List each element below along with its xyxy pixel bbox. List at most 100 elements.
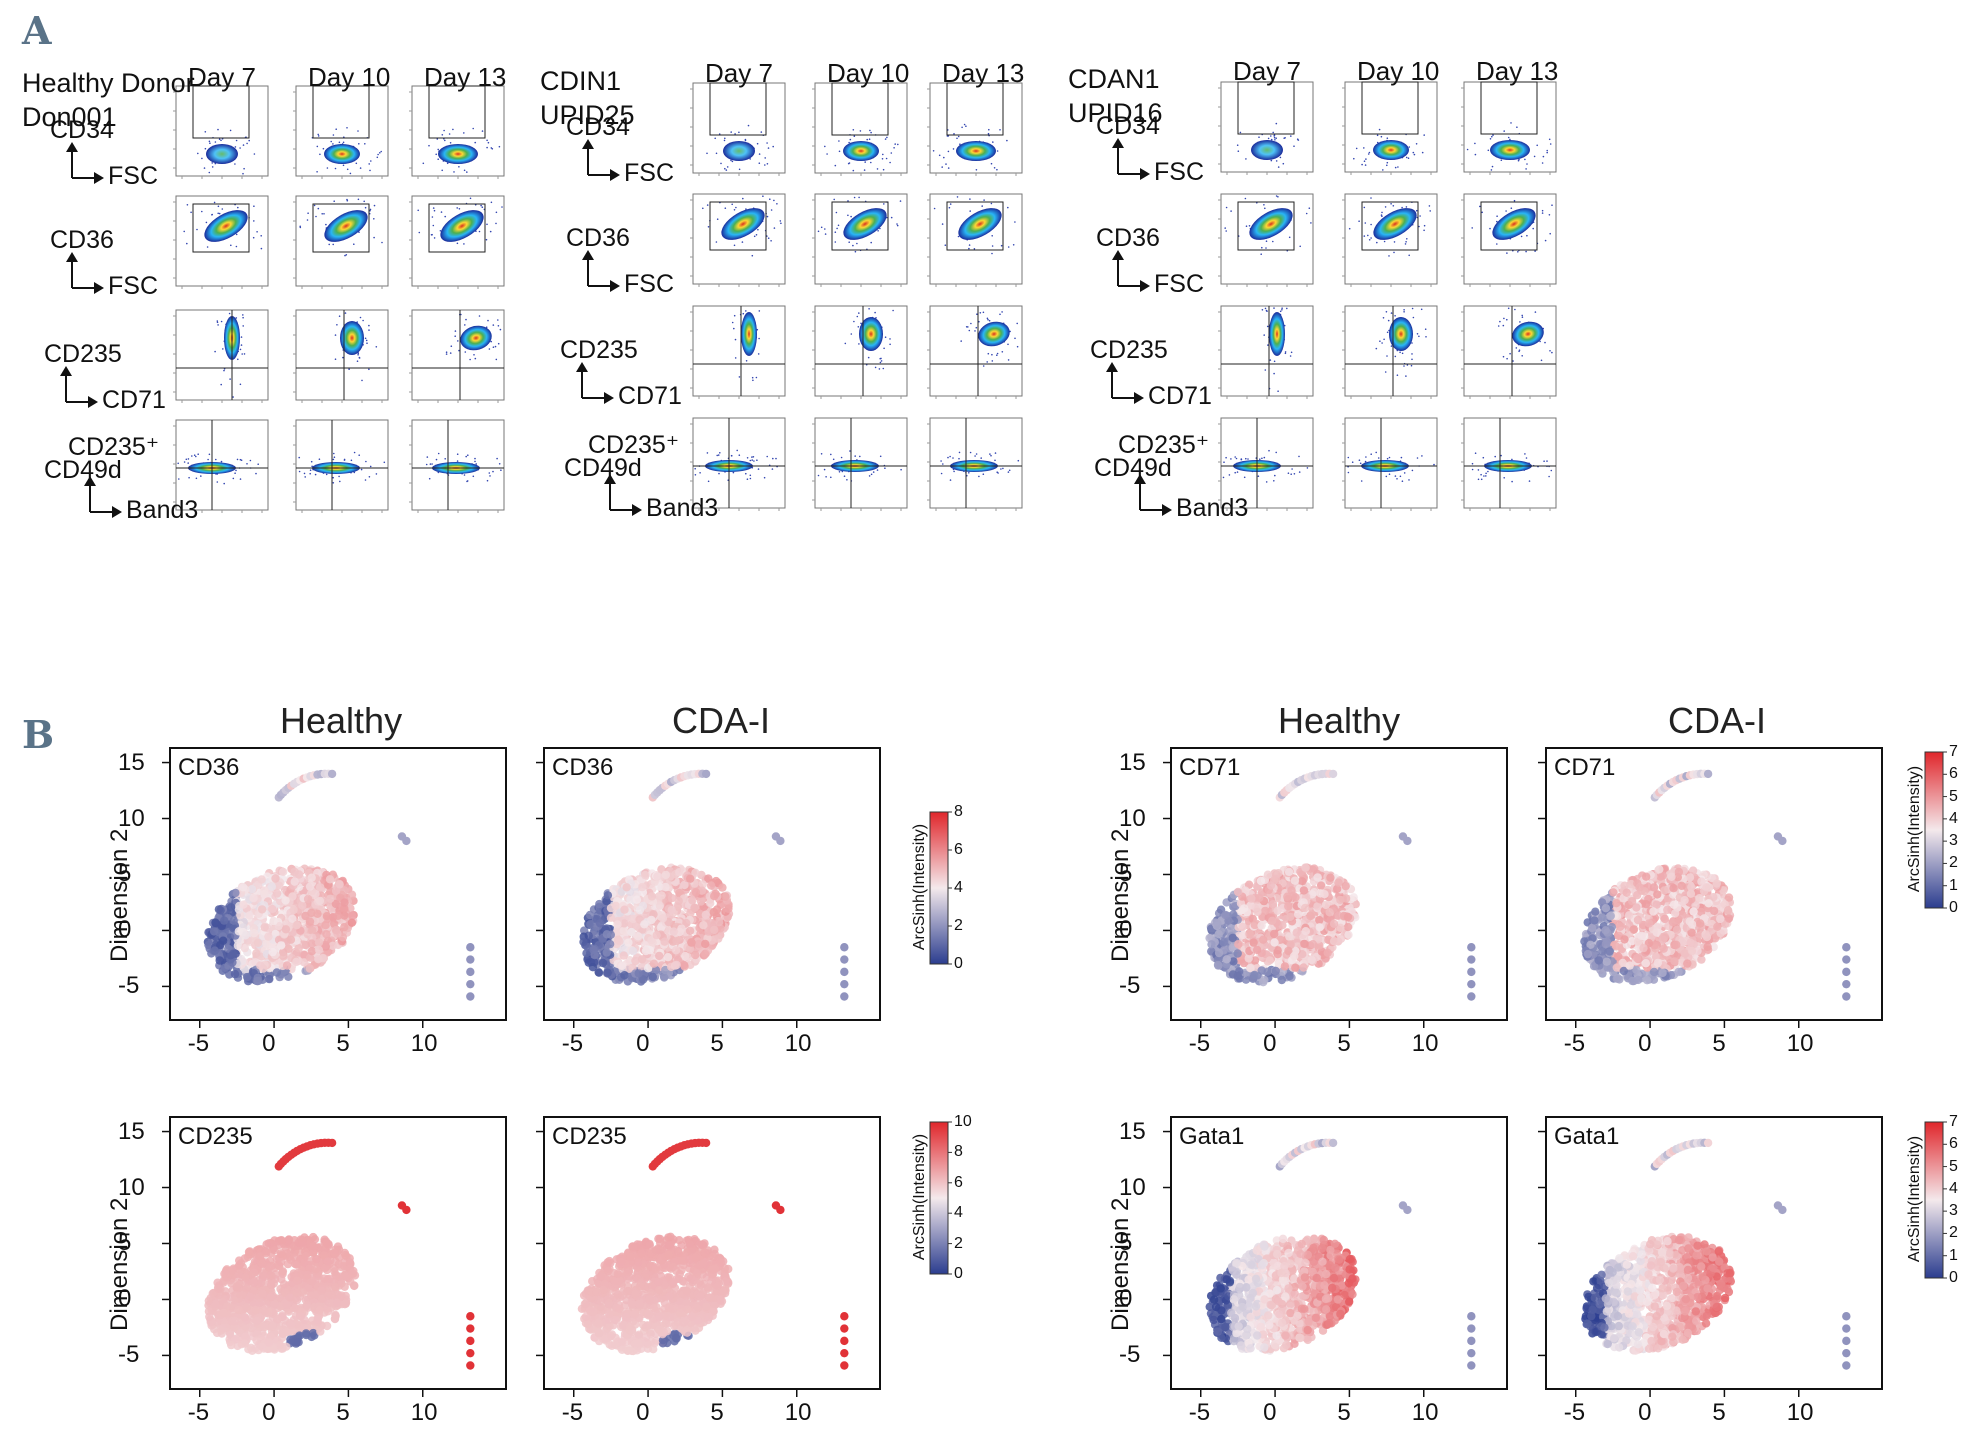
flow-event [1385, 311, 1388, 313]
flow-event [1411, 353, 1413, 355]
arrow-head-y [66, 142, 78, 152]
umap-point [215, 956, 224, 965]
flow-event [1388, 255, 1390, 257]
flow-event [246, 142, 248, 145]
flow-density [1490, 140, 1530, 160]
umap-point [613, 920, 622, 929]
umap-point [257, 905, 267, 914]
flow-event [342, 164, 345, 167]
flow-event [883, 347, 885, 350]
flow-event [204, 131, 207, 133]
flow-event [213, 201, 216, 204]
flow-event [463, 243, 465, 245]
umap-point [257, 875, 266, 884]
flow-event [1224, 227, 1226, 229]
flow-event [428, 144, 430, 147]
flow-event [767, 237, 770, 239]
umap-point [687, 938, 696, 947]
flow-event [1394, 355, 1397, 358]
flow-event [1006, 139, 1008, 142]
umap-point [268, 947, 277, 957]
flow-event [1408, 479, 1410, 481]
arrow-head-y [582, 139, 594, 149]
flow-event [893, 147, 895, 149]
flow-event [368, 324, 370, 327]
flow-event [996, 168, 998, 171]
flow-event [1388, 456, 1391, 459]
flow-event [876, 469, 879, 471]
flow-event [834, 231, 837, 233]
flow-event [715, 152, 718, 155]
flow-event [322, 147, 325, 150]
flow-event [1541, 162, 1544, 164]
flow-event [1261, 246, 1263, 249]
flow-event [1403, 309, 1405, 311]
flow-event [463, 132, 465, 134]
flow-event [965, 125, 967, 127]
flow-event [215, 458, 217, 461]
flow-density [721, 208, 765, 240]
flow-event [1282, 162, 1285, 165]
flow-event [994, 459, 996, 462]
flow-event [373, 236, 375, 239]
flow-event [1007, 246, 1010, 248]
flow-event [441, 134, 444, 136]
flow-event [186, 242, 188, 245]
flow-event [1273, 360, 1276, 363]
umap-point [685, 926, 695, 935]
umap-point [1298, 877, 1307, 886]
flow-event [1358, 459, 1361, 462]
flow-event [846, 479, 848, 481]
umap-point [661, 882, 670, 892]
flow-event [758, 310, 761, 312]
umap-point [318, 954, 328, 963]
flow-event [1234, 471, 1236, 474]
flow-event [193, 454, 196, 457]
flow-event [356, 360, 359, 363]
flow-event [364, 337, 367, 340]
flow-event [731, 160, 734, 163]
flow-event [1500, 454, 1502, 457]
flow-event [1002, 467, 1004, 470]
flow-event [368, 329, 370, 331]
flow-event [965, 326, 968, 328]
flow-event [1359, 462, 1362, 465]
flow-event [1279, 310, 1282, 313]
flow-event [1364, 460, 1367, 463]
umap-point [620, 971, 629, 980]
flow-event [1263, 204, 1265, 206]
flow-event [987, 132, 990, 135]
flow-event [1274, 139, 1276, 141]
flow-event [1496, 215, 1498, 217]
flow-event [1421, 151, 1424, 154]
flow-event [872, 471, 875, 473]
flow-event [446, 162, 449, 165]
flow-event [1513, 199, 1516, 202]
flow-event [986, 317, 989, 320]
umap-point [602, 930, 612, 939]
flow-event [735, 206, 737, 209]
flow-event [1503, 317, 1505, 320]
umap-point [281, 925, 291, 934]
flow-event [1245, 225, 1248, 227]
flow-event [1405, 156, 1408, 159]
flow-event [1491, 135, 1493, 138]
flow-event [991, 252, 993, 255]
flow-event [449, 352, 452, 354]
flow-event [1275, 160, 1278, 162]
flow-event [208, 453, 211, 456]
umap-point [294, 944, 303, 953]
flow-event [314, 473, 317, 476]
flow-event [745, 472, 747, 475]
umap-point [340, 923, 349, 932]
flow-event [332, 134, 335, 136]
umap-point [706, 881, 716, 890]
flow-event [444, 458, 447, 460]
flow-event [330, 140, 333, 143]
flow-event [310, 460, 313, 463]
flow-event [1411, 469, 1414, 472]
flow-event [190, 211, 192, 214]
flow-event [1499, 320, 1501, 323]
flow-event [753, 235, 756, 238]
umap-point [628, 946, 638, 956]
